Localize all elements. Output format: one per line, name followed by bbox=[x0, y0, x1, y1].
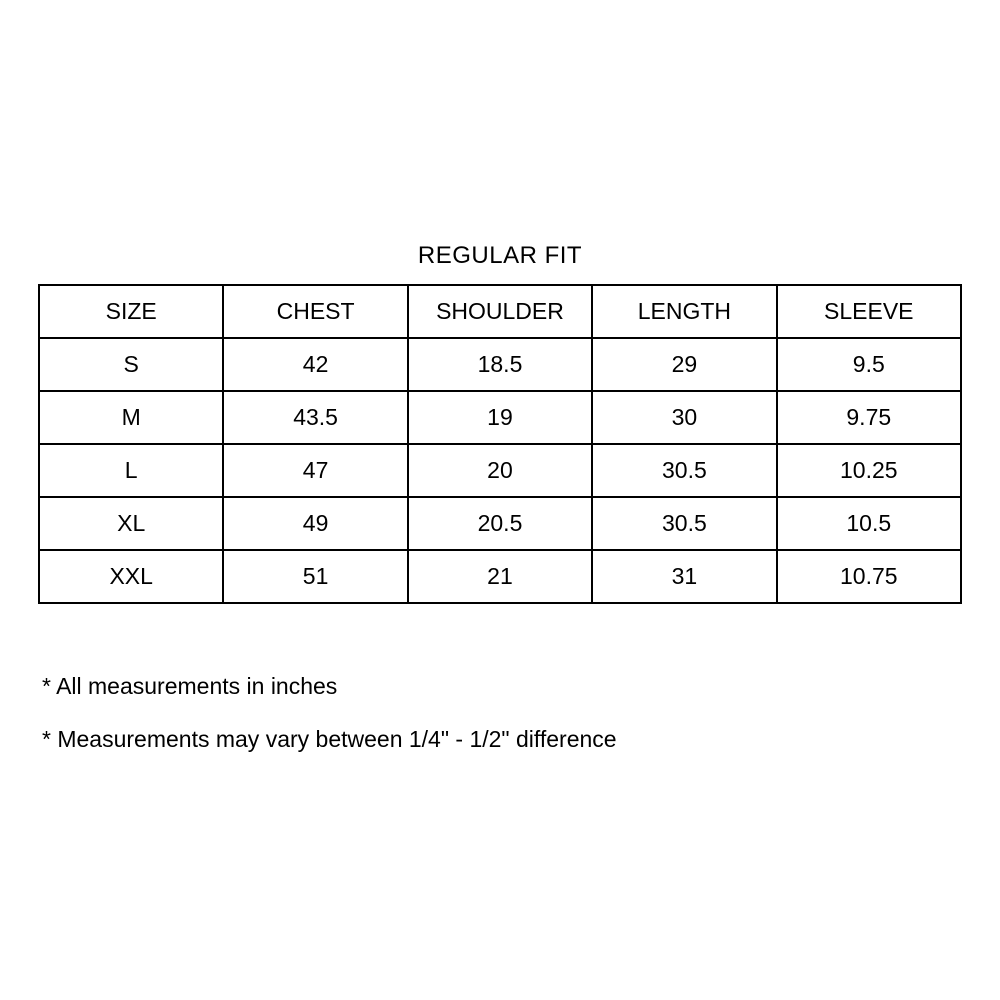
value-cell: 19 bbox=[406, 390, 594, 445]
value-cell: 51 bbox=[222, 549, 409, 604]
size-cell: XXL bbox=[37, 549, 225, 604]
value-cell: 20 bbox=[406, 443, 594, 498]
value-cell: 30.5 bbox=[591, 496, 778, 551]
table-row-m: M 43.5 19 30 9.75 bbox=[37, 390, 963, 445]
footnotes: * All measurements in inches * Measureme… bbox=[42, 673, 617, 753]
header-cell-length: LENGTH bbox=[591, 284, 778, 339]
footnote-inches: * All measurements in inches bbox=[42, 673, 338, 699]
page-title: REGULAR FIT bbox=[417, 242, 583, 269]
value-cell: 30 bbox=[591, 390, 778, 445]
size-cell: L bbox=[37, 443, 225, 498]
table-row-xxl: XXL 51 21 31 10.75 bbox=[37, 549, 963, 604]
value-cell: 31 bbox=[591, 549, 778, 604]
header-cell-chest: CHEST bbox=[222, 284, 409, 339]
value-cell: 18.5 bbox=[406, 337, 594, 392]
size-chart-table: SIZE CHEST SHOULDER LENGTH SLEEVE S 42 1… bbox=[37, 284, 963, 604]
value-cell: 43.5 bbox=[222, 390, 409, 445]
table-header-row: SIZE CHEST SHOULDER LENGTH SLEEVE bbox=[37, 284, 963, 339]
table-row-l: L 47 20 30.5 10.25 bbox=[37, 443, 963, 498]
header-cell-size: SIZE bbox=[37, 284, 225, 339]
value-cell: 49 bbox=[222, 496, 409, 551]
footnote-variance: * Measurements may vary between 1/4" - 1… bbox=[42, 726, 617, 752]
table-row-xl: XL 49 20.5 30.5 10.5 bbox=[37, 496, 963, 551]
value-cell: 10.5 bbox=[775, 496, 963, 551]
value-cell: 20.5 bbox=[406, 496, 594, 551]
table-row-s: S 42 18.5 29 9.5 bbox=[37, 337, 963, 392]
size-cell: XL bbox=[37, 496, 225, 551]
value-cell: 9.5 bbox=[775, 337, 963, 392]
size-cell: M bbox=[37, 390, 225, 445]
value-cell: 21 bbox=[406, 549, 594, 604]
header-cell-shoulder: SHOULDER bbox=[406, 284, 594, 339]
value-cell: 10.75 bbox=[775, 549, 963, 604]
value-cell: 9.75 bbox=[775, 390, 963, 445]
value-cell: 30.5 bbox=[591, 443, 778, 498]
value-cell: 29 bbox=[591, 337, 778, 392]
value-cell: 42 bbox=[222, 337, 409, 392]
header-cell-sleeve: SLEEVE bbox=[775, 284, 963, 339]
value-cell: 10.25 bbox=[775, 443, 963, 498]
value-cell: 47 bbox=[222, 443, 409, 498]
size-cell: S bbox=[37, 337, 225, 392]
